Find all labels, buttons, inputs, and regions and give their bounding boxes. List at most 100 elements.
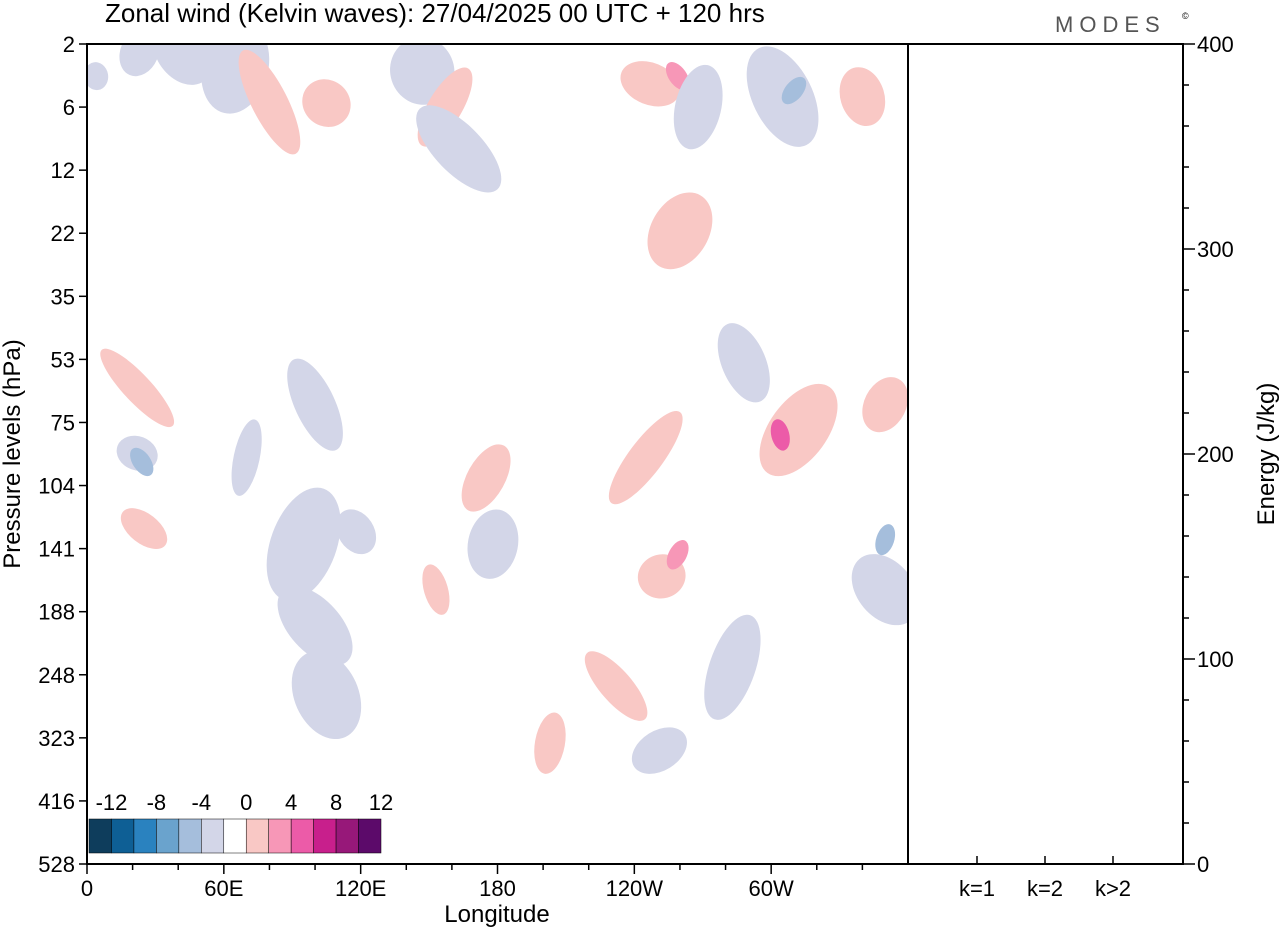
westerly-anomaly-contour xyxy=(759,383,838,477)
easterly-anomaly-contour xyxy=(291,651,362,740)
easterly-anomaly-contour xyxy=(781,76,807,105)
x-tick-label: 120E xyxy=(335,876,386,901)
colorbar-swatch xyxy=(245,818,269,854)
wind-contours xyxy=(87,44,908,774)
y-tick-label: 35 xyxy=(51,284,75,309)
energy-tick-label: 300 xyxy=(1197,237,1234,262)
colorbar-swatch xyxy=(133,818,157,854)
energy-panel: 0 100 200 300 400 k=1 k=2 k>2 Energy (J/kg) xyxy=(907,32,1280,901)
y-tick-label: 323 xyxy=(38,726,75,751)
y-axis-ticks: 2 6 12 22 35 53 75 104 141 188 248 323 416 528 xyxy=(38,32,87,877)
energy-category-label: k>2 xyxy=(1095,876,1131,901)
easterly-anomaly-contour xyxy=(231,419,262,496)
colorbar-label: 4 xyxy=(285,790,297,815)
colorbar-swatch xyxy=(223,818,247,854)
easterly-anomaly-contour xyxy=(717,323,770,403)
colorbar-swatch xyxy=(335,818,359,854)
colorbar-swatch xyxy=(201,818,225,854)
energy-tick-label: 100 xyxy=(1197,647,1234,672)
colorbar-label: 8 xyxy=(330,790,342,815)
energy-axis-ticks: 0 100 200 300 400 xyxy=(1183,32,1234,877)
y-axis-label: Pressure levels (hPa) xyxy=(0,339,26,568)
energy-categories: k=1 k=2 k>2 xyxy=(959,856,1131,901)
easterly-anomaly-contour xyxy=(673,64,723,150)
hovmoller-panel: -12 -8 -4 0 4 8 12 0 60E 120E 180 120W 60W 2 6 12 22 35… xyxy=(0,32,909,928)
colorbar-label: -4 xyxy=(192,790,212,815)
colorbar-swatch xyxy=(313,818,337,854)
chart-title: Zonal wind (Kelvin waves): 27/04/2025 00… xyxy=(105,0,765,28)
easterly-anomaly-contour xyxy=(704,614,761,720)
energy-category-label: k=2 xyxy=(1027,876,1063,901)
y-tick-label: 416 xyxy=(38,789,75,814)
colorbar-label: -12 xyxy=(96,790,128,815)
easterly-anomaly-contour xyxy=(631,727,687,774)
easterly-anomaly-contour xyxy=(467,509,519,579)
easterly-anomaly-contour xyxy=(266,487,341,601)
y-tick-label: 2 xyxy=(63,32,75,57)
colorbar-swatch xyxy=(178,818,202,854)
westerly-anomaly-contour xyxy=(422,564,450,615)
easterly-anomaly-contour xyxy=(130,447,154,477)
y-tick-label: 12 xyxy=(51,158,75,183)
brand-logo: MODES © xyxy=(1055,11,1189,37)
y-tick-label: 104 xyxy=(38,474,75,499)
y-tick-label: 528 xyxy=(38,852,75,877)
westerly-anomaly-contour xyxy=(100,348,175,428)
colorbar-swatch xyxy=(358,818,382,854)
westerly-anomaly-contour xyxy=(666,540,689,570)
easterly-anomaly-contour xyxy=(287,358,343,451)
westerly-anomaly-contour xyxy=(461,444,511,512)
easterly-anomaly-contour xyxy=(336,509,377,555)
colorbar-swatch xyxy=(88,818,112,854)
x-tick-label: 120W xyxy=(606,876,664,901)
westerly-anomaly-contour xyxy=(862,377,908,433)
x-axis-label: Longitude xyxy=(444,901,549,928)
brand-text: MODES xyxy=(1055,12,1166,37)
energy-category-label: k=1 xyxy=(959,876,995,901)
x-tick-label: 60W xyxy=(749,876,794,901)
x-tick-label: 60E xyxy=(204,876,243,901)
energy-frame xyxy=(907,43,1184,865)
westerly-anomaly-contour xyxy=(120,508,168,549)
y-tick-label: 75 xyxy=(51,410,75,435)
x-axis-ticks: 0 60E 120E 180 120W 60W xyxy=(81,864,864,901)
easterly-anomaly-contour xyxy=(851,554,908,626)
energy-tick-label: 200 xyxy=(1197,442,1234,467)
westerly-anomaly-contour xyxy=(608,410,683,505)
westerly-anomaly-contour xyxy=(647,192,713,270)
colorbar-label: -8 xyxy=(147,790,167,815)
westerly-anomaly-contour xyxy=(620,61,681,107)
energy-tick-label: 400 xyxy=(1197,32,1234,57)
y-tick-label: 141 xyxy=(38,537,75,562)
easterly-anomaly-contour xyxy=(152,44,213,85)
y-tick-label: 6 xyxy=(63,95,75,120)
colorbar-swatch xyxy=(290,818,314,854)
easterly-anomaly-contour xyxy=(416,105,502,193)
colorbar-swatch xyxy=(156,818,180,854)
westerly-anomaly-contour xyxy=(839,67,886,127)
easterly-anomaly-contour xyxy=(87,62,109,91)
y-tick-label: 248 xyxy=(38,663,75,688)
colorbar-label: 12 xyxy=(369,790,393,815)
colorbar-label: 0 xyxy=(240,790,252,815)
energy-tick-label: 0 xyxy=(1197,852,1209,877)
easterly-anomaly-contour xyxy=(277,586,353,666)
colorbar-swatch xyxy=(268,818,292,854)
x-tick-label: 0 xyxy=(81,876,93,901)
y-tick-label: 53 xyxy=(51,347,75,372)
colorbar-swatch xyxy=(111,818,135,854)
energy-axis-label: Energy (J/kg) xyxy=(1253,383,1280,526)
westerly-anomaly-contour xyxy=(534,712,566,774)
easterly-anomaly-contour xyxy=(119,44,160,77)
easterly-anomaly-contour xyxy=(875,524,896,556)
y-tick-label: 188 xyxy=(38,600,75,625)
brand-mark: © xyxy=(1182,11,1189,21)
westerly-anomaly-contour xyxy=(238,49,301,155)
colorbar: -12 -8 -4 0 4 8 12 xyxy=(87,786,393,856)
x-tick-label: 180 xyxy=(479,876,516,901)
y-tick-label: 22 xyxy=(51,221,75,246)
westerly-anomaly-contour xyxy=(584,651,648,721)
westerly-anomaly-contour xyxy=(770,419,790,451)
westerly-anomaly-contour xyxy=(302,79,351,127)
